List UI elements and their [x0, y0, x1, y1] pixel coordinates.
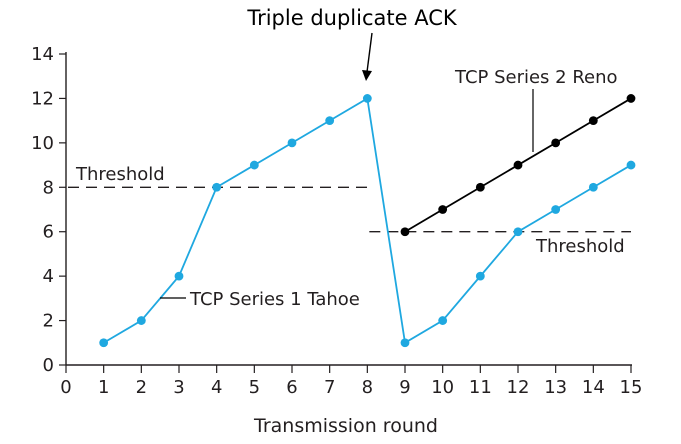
- x-tick-label-1: 1: [98, 377, 109, 398]
- triple-duplicate-ack-arrow-shaft: [366, 32, 373, 73]
- triple-duplicate-ack-arrow-head: [362, 70, 372, 81]
- data-point-tcp-series-1-tahoe-x1: [99, 338, 109, 348]
- y-tick-label-10: 10: [31, 133, 54, 154]
- x-tick-label-3: 3: [173, 377, 184, 398]
- data-point-tcp-series-2-reno-x9: [400, 227, 410, 237]
- x-tick-label-7: 7: [324, 377, 335, 398]
- x-tick-label-12: 12: [507, 377, 530, 398]
- data-point-tcp-series-1-tahoe-x8: [362, 94, 372, 103]
- y-tick-label-4: 4: [43, 266, 54, 287]
- series-line-tcp-series-1-tahoe: [103, 96, 632, 345]
- data-point-tcp-series-1-tahoe-x13: [551, 205, 561, 214]
- x-tick-label-5: 5: [249, 377, 260, 398]
- series-group: [99, 94, 636, 348]
- data-point-tcp-series-1-tahoe-x4: [212, 182, 222, 192]
- data-point-tcp-series-2-reno-x12: [513, 160, 523, 170]
- data-point-tcp-series-2-reno-x11: [475, 182, 485, 192]
- tahoe-series-label: TCP Series 1 Tahoe: [189, 289, 360, 310]
- y-tick-label-14: 14: [31, 44, 54, 65]
- x-tick-label-8: 8: [362, 377, 373, 398]
- y-tick-label-2: 2: [43, 311, 54, 332]
- data-point-tcp-series-1-tahoe-x11: [475, 271, 485, 281]
- x-tick-label-6: 6: [286, 377, 297, 398]
- threshold-lines: [68, 186, 631, 233]
- y-tick-label-6: 6: [43, 222, 54, 243]
- threshold-label-upper: Threshold: [75, 164, 165, 185]
- data-point-tcp-series-1-tahoe-x12: [513, 227, 523, 237]
- data-point-tcp-series-2-reno-x13: [551, 138, 561, 148]
- y-tick-label-0: 0: [43, 355, 54, 376]
- x-tick-label-4: 4: [211, 377, 222, 398]
- x-axis-title: Transmission round: [253, 415, 438, 437]
- data-point-tcp-series-1-tahoe-x10: [438, 316, 448, 325]
- data-point-tcp-series-2-reno-x15: [626, 94, 636, 103]
- x-tick-label-11: 11: [469, 377, 492, 398]
- annotations: Triple duplicate ACK TCP Series 2 Reno T…: [75, 6, 625, 437]
- data-point-tcp-series-2-reno-x14: [588, 116, 598, 126]
- data-point-tcp-series-1-tahoe-x7: [325, 116, 335, 126]
- data-point-tcp-series-1-tahoe-x14: [588, 182, 598, 192]
- threshold-label-lower: Threshold: [535, 236, 625, 257]
- data-point-tcp-series-1-tahoe-x3: [174, 271, 184, 281]
- data-point-tcp-series-1-tahoe-x6: [287, 138, 297, 148]
- x-tick-label-15: 15: [620, 377, 643, 398]
- x-tick-label-13: 13: [544, 377, 567, 398]
- x-tick-label-14: 14: [582, 377, 605, 398]
- x-tick-label-10: 10: [431, 377, 454, 398]
- reno-series-label: TCP Series 2 Reno: [454, 67, 618, 88]
- triple-duplicate-ack-label: Triple duplicate ACK: [246, 6, 458, 30]
- data-point-tcp-series-1-tahoe-x2: [136, 316, 146, 325]
- x-tick-label-2: 2: [136, 377, 147, 398]
- y-tick-label-12: 12: [31, 88, 54, 109]
- y-tick-label-8: 8: [43, 177, 54, 198]
- x-tick-label-9: 9: [399, 377, 410, 398]
- data-point-tcp-series-2-reno-x10: [438, 205, 448, 214]
- data-point-tcp-series-1-tahoe-x5: [249, 160, 259, 170]
- data-point-tcp-series-1-tahoe-x9: [400, 338, 410, 348]
- x-tick-label-0: 0: [60, 377, 71, 398]
- data-point-tcp-series-1-tahoe-x15: [626, 160, 636, 170]
